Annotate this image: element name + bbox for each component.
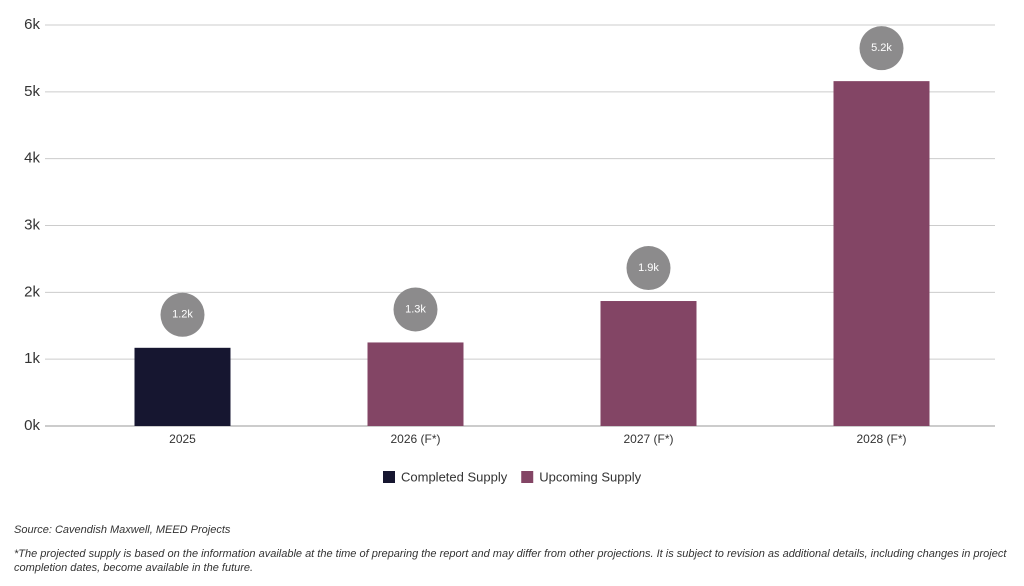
x-tick-label: 2028 (F*): [856, 432, 906, 446]
y-tick-label: 1k: [24, 350, 40, 367]
bar: [833, 81, 930, 426]
legend-label: Completed Supply: [401, 469, 508, 484]
y-tick-label: 0k: [24, 417, 40, 434]
value-badge: [626, 246, 671, 291]
y-tick-label: 5k: [24, 83, 40, 100]
value-label: 1.9k: [638, 262, 659, 274]
value-label: 1.2k: [172, 309, 193, 321]
y-tick-label: 3k: [24, 216, 40, 233]
value-badge: [160, 292, 205, 337]
source: Source: Cavendish Maxwell, MEED Projects: [14, 524, 231, 536]
legend-label: Upcoming Supply: [539, 469, 641, 484]
x-tick-label: 2026 (F*): [390, 432, 440, 446]
y-tick-label: 2k: [24, 283, 40, 300]
footnote: *The projected supply is based on the in…: [14, 548, 1007, 574]
legend-swatch: [521, 471, 534, 483]
chart: 0k 1k 2k 3k 4k 5k 6k 2025 2026 (F*) 2027 (F*) 2028…: [24, 16, 995, 484]
y-tick-label: 6k: [24, 16, 40, 33]
value-label: 1.3k: [405, 303, 426, 315]
bar: [367, 342, 464, 426]
value-badge: [393, 287, 438, 332]
bar: [600, 301, 697, 426]
value-label: 5.2k: [871, 42, 892, 54]
x-tick-label: 2025: [169, 432, 196, 446]
legend-swatch: [383, 471, 395, 483]
bar: [134, 347, 231, 426]
x-tick-label: 2027 (F*): [623, 432, 673, 446]
value-badge: [859, 26, 904, 71]
y-tick-label: 4k: [24, 150, 40, 167]
